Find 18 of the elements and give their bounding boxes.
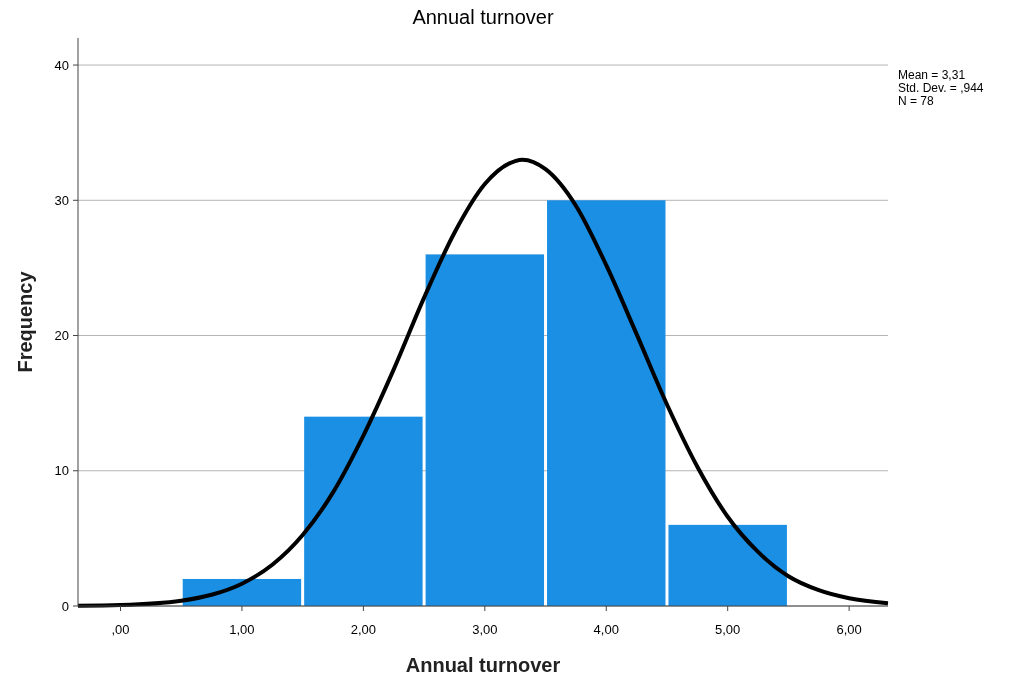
x-tick-label: 2,00 (350, 622, 377, 637)
x-tick-label: 1,00 (229, 622, 255, 637)
x-tick-label: ,00 (111, 622, 130, 637)
text: N = 78 (898, 94, 935, 108)
x-tick-label: 5,00 (715, 622, 741, 637)
y-tick-label: 30 (54, 192, 69, 208)
y-tick-label: 10 (54, 463, 69, 479)
x-tick-label: 6,00 (836, 622, 862, 637)
chart-title: Annual turnover (412, 6, 554, 28)
text: Mean = 3,31 (898, 68, 966, 82)
x-tick-label: 4,00 (593, 622, 619, 637)
y-tick-label: 20 (54, 328, 69, 344)
x-tick-label: 3,00 (472, 622, 498, 637)
x-axis-title: Annual turnover (405, 654, 561, 676)
y-axis-title: Frequency (14, 270, 36, 373)
text: Std. Dev. = ,944 (898, 81, 984, 95)
y-tick-label: 40 (54, 57, 69, 73)
y-tick-label: 0 (61, 598, 69, 614)
